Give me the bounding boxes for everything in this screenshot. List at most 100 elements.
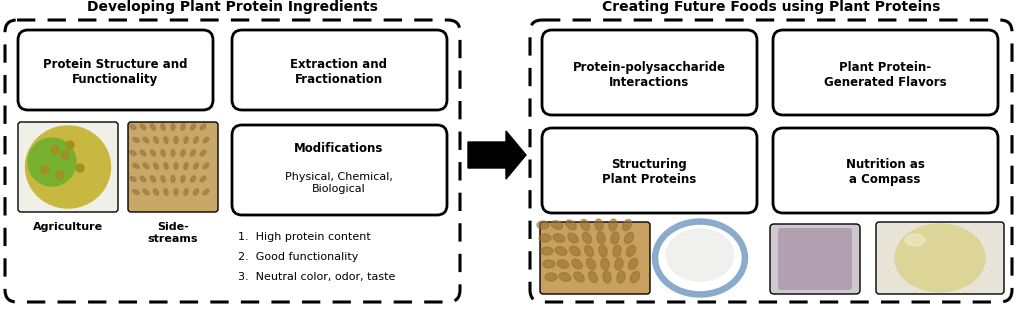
Ellipse shape (151, 150, 155, 156)
FancyBboxPatch shape (777, 228, 851, 290)
Text: Protein-polysaccharide
Interactions: Protein-polysaccharide Interactions (572, 61, 725, 89)
Ellipse shape (616, 271, 625, 283)
Ellipse shape (894, 224, 984, 292)
Ellipse shape (203, 163, 209, 169)
Ellipse shape (143, 163, 149, 169)
Ellipse shape (552, 234, 565, 242)
Ellipse shape (628, 258, 637, 270)
Ellipse shape (28, 138, 76, 186)
Ellipse shape (536, 221, 548, 229)
Ellipse shape (554, 247, 567, 255)
Ellipse shape (566, 220, 576, 230)
Ellipse shape (151, 124, 155, 130)
Ellipse shape (614, 258, 623, 270)
Ellipse shape (191, 176, 196, 182)
Ellipse shape (200, 176, 206, 182)
Ellipse shape (25, 126, 110, 208)
Ellipse shape (572, 259, 582, 269)
Ellipse shape (612, 245, 621, 257)
Ellipse shape (194, 137, 199, 143)
Ellipse shape (556, 260, 569, 268)
Text: Plant Protein-
Generated Flavors: Plant Protein- Generated Flavors (823, 61, 946, 89)
Polygon shape (468, 131, 526, 179)
Ellipse shape (171, 175, 175, 183)
Ellipse shape (540, 247, 552, 255)
Ellipse shape (194, 163, 199, 169)
Text: 1.  High protein content: 1. High protein content (237, 232, 370, 242)
Ellipse shape (203, 189, 209, 195)
Ellipse shape (183, 188, 187, 195)
Ellipse shape (191, 150, 196, 156)
Ellipse shape (171, 123, 175, 131)
Ellipse shape (626, 245, 635, 257)
Ellipse shape (598, 245, 606, 257)
Ellipse shape (154, 137, 158, 143)
Ellipse shape (174, 137, 178, 143)
Ellipse shape (194, 189, 199, 195)
FancyBboxPatch shape (875, 222, 1003, 294)
Text: Extraction and
Fractionation: Extraction and Fractionation (290, 58, 387, 86)
Ellipse shape (161, 123, 165, 130)
Ellipse shape (550, 221, 562, 229)
Text: 2.  Good functionality: 2. Good functionality (237, 252, 358, 262)
Ellipse shape (602, 271, 610, 283)
Ellipse shape (143, 189, 149, 195)
Ellipse shape (203, 137, 209, 143)
FancyBboxPatch shape (231, 30, 446, 110)
Ellipse shape (140, 176, 146, 182)
Ellipse shape (191, 124, 196, 130)
Ellipse shape (665, 229, 734, 281)
Ellipse shape (622, 220, 631, 230)
Ellipse shape (904, 234, 924, 246)
Ellipse shape (132, 137, 139, 142)
Text: Developing Plant Protein Ingredients: Developing Plant Protein Ingredients (87, 0, 377, 14)
FancyBboxPatch shape (772, 128, 997, 213)
Ellipse shape (154, 163, 158, 169)
Ellipse shape (573, 272, 584, 282)
Ellipse shape (154, 189, 158, 195)
Circle shape (41, 166, 49, 174)
Ellipse shape (568, 233, 578, 243)
Text: Agriculture: Agriculture (33, 222, 103, 232)
Circle shape (51, 146, 59, 154)
Ellipse shape (586, 258, 595, 270)
Ellipse shape (582, 232, 591, 244)
FancyBboxPatch shape (539, 222, 649, 294)
Ellipse shape (570, 246, 580, 256)
FancyBboxPatch shape (127, 122, 218, 212)
Ellipse shape (161, 150, 165, 156)
FancyBboxPatch shape (18, 30, 213, 110)
Ellipse shape (129, 177, 137, 181)
Ellipse shape (164, 163, 168, 169)
Ellipse shape (180, 150, 185, 156)
FancyBboxPatch shape (541, 30, 756, 115)
FancyBboxPatch shape (769, 224, 859, 294)
Ellipse shape (558, 273, 571, 281)
Ellipse shape (200, 150, 206, 156)
Ellipse shape (624, 232, 633, 244)
Ellipse shape (164, 188, 168, 195)
Ellipse shape (143, 137, 149, 143)
Ellipse shape (658, 225, 740, 290)
Ellipse shape (171, 150, 175, 156)
Ellipse shape (580, 220, 589, 230)
FancyBboxPatch shape (231, 125, 446, 215)
Circle shape (76, 164, 84, 172)
Ellipse shape (596, 232, 604, 244)
Ellipse shape (140, 124, 146, 130)
Text: Physical, Chemical,
Biological: Physical, Chemical, Biological (284, 172, 392, 194)
Ellipse shape (174, 163, 178, 169)
FancyBboxPatch shape (18, 122, 118, 212)
Ellipse shape (183, 137, 187, 143)
Text: Protein Structure and
Functionality: Protein Structure and Functionality (43, 58, 187, 86)
Ellipse shape (600, 258, 608, 270)
Ellipse shape (610, 232, 619, 244)
Ellipse shape (200, 124, 206, 130)
Ellipse shape (140, 150, 146, 156)
Ellipse shape (584, 245, 593, 257)
Ellipse shape (129, 151, 137, 156)
Ellipse shape (174, 188, 178, 196)
Ellipse shape (132, 189, 139, 194)
Ellipse shape (652, 219, 747, 297)
Ellipse shape (630, 272, 639, 283)
